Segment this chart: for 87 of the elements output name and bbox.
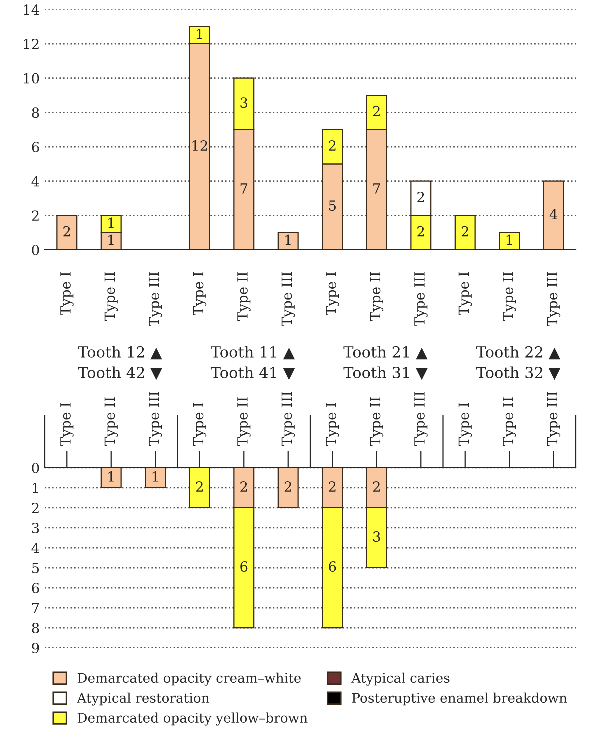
data-label: 1 bbox=[197, 28, 202, 40]
y-tick-label: 4 bbox=[32, 176, 40, 187]
y-tick-label: 5 bbox=[32, 563, 40, 574]
legend-label: Demarcated opacity yellow–brown bbox=[78, 712, 308, 726]
text: Tooth 21 ▲ Tooth 31 ▼ bbox=[344, 346, 428, 380]
x-tick-label: Type I bbox=[326, 403, 340, 446]
bar bbox=[543, 180, 564, 250]
legend-label: Atypical restoration bbox=[77, 692, 210, 706]
data-label: 7 bbox=[374, 184, 380, 194]
data-label: 1 bbox=[108, 218, 114, 228]
y-tick-label: 0 bbox=[32, 462, 40, 474]
y-tick-label: 8 bbox=[32, 622, 40, 634]
y-tick-label: 10 bbox=[24, 73, 40, 84]
data-label: 5 bbox=[329, 200, 336, 212]
y-tick-label: 7 bbox=[32, 603, 40, 614]
bar bbox=[278, 232, 299, 250]
data-label: 1 bbox=[108, 472, 114, 482]
bar bbox=[189, 468, 210, 509]
y-tick-label: 0 bbox=[32, 244, 40, 256]
data-label: 2 bbox=[462, 226, 468, 237]
bar bbox=[278, 468, 299, 509]
x-tick-label: Type I bbox=[60, 272, 74, 316]
x-tick-label: Type II bbox=[238, 398, 251, 446]
y-tick-label: 12 bbox=[24, 38, 39, 50]
data-label: 2 bbox=[240, 482, 248, 492]
bar bbox=[56, 215, 78, 250]
bar bbox=[145, 468, 166, 489]
data-label: 2 bbox=[329, 482, 336, 492]
y-tick-label: 6 bbox=[32, 582, 40, 594]
y-tick-label: 1 bbox=[32, 482, 38, 494]
bar bbox=[454, 215, 476, 250]
x-tick-label: Type III bbox=[149, 392, 162, 446]
legend-label: Atypical caries bbox=[352, 672, 450, 686]
data-label: 2 bbox=[329, 140, 336, 151]
y-tick-label: 2 bbox=[32, 210, 39, 221]
x-tick-label: Type II bbox=[370, 272, 384, 321]
x-tick-label: Type III bbox=[547, 392, 561, 446]
data-label: 2 bbox=[373, 106, 380, 116]
y-tick-label: 2 bbox=[32, 502, 39, 514]
x-tick-label: Type III bbox=[547, 272, 561, 326]
data-label: 3 bbox=[240, 98, 248, 108]
x-tick-label: Type I bbox=[60, 403, 74, 446]
y-tick-label: 8 bbox=[32, 108, 40, 118]
x-tick-label: Type II bbox=[238, 272, 251, 321]
x-tick-label: Type I bbox=[458, 272, 472, 316]
data-label: 1 bbox=[506, 234, 512, 246]
data-label: 6 bbox=[329, 562, 336, 572]
x-tick-label: Type I bbox=[193, 403, 207, 446]
data-label: 2 bbox=[418, 192, 424, 202]
x-tick-label: Type III bbox=[282, 272, 296, 326]
bar bbox=[499, 232, 520, 250]
legend-label: Demarcated opacity cream–white bbox=[78, 672, 302, 686]
data-label: 3 bbox=[374, 532, 380, 542]
text: Tooth 12 ▲ Tooth 42 ▼ bbox=[78, 346, 162, 380]
data-label: 1 bbox=[108, 234, 114, 246]
y-tick-label: 9 bbox=[32, 642, 40, 654]
data-label: 1 bbox=[152, 472, 158, 482]
x-tick-label: Type II bbox=[503, 272, 516, 321]
data-label: 7 bbox=[240, 184, 248, 194]
data-label: 4 bbox=[550, 209, 558, 220]
data-label: 1 bbox=[286, 234, 291, 246]
x-tick-label: Type I bbox=[326, 272, 340, 316]
data-label: 2 bbox=[418, 226, 424, 237]
x-tick-label: Type II bbox=[503, 398, 516, 446]
x-tick-label: Type III bbox=[149, 272, 162, 326]
x-tick-label: Type I bbox=[193, 272, 207, 316]
data-label: 2 bbox=[373, 482, 380, 492]
y-tick-label: 4 bbox=[32, 542, 40, 554]
legend-label: Posteruptive enamel breakdown bbox=[352, 692, 568, 706]
data-label: 2 bbox=[284, 482, 292, 492]
text: Tooth 11 ▲ Tooth 41 ▼ bbox=[210, 346, 296, 380]
x-tick-label: Type II bbox=[104, 272, 118, 321]
bar bbox=[100, 468, 122, 489]
x-tick-label: Type I bbox=[458, 403, 472, 446]
text: Tooth 22 ▲ Tooth 32 ▼ bbox=[476, 346, 561, 380]
y-tick-label: 6 bbox=[32, 142, 40, 152]
x-tick-label: Type III bbox=[282, 392, 296, 446]
data-label: 2 bbox=[64, 226, 70, 237]
x-tick-label: Type II bbox=[104, 398, 118, 446]
y-tick-label: 14 bbox=[24, 4, 40, 15]
data-label: 2 bbox=[196, 482, 203, 492]
data-label: 6 bbox=[240, 562, 248, 572]
x-tick-label: Type III bbox=[414, 392, 428, 446]
x-tick-label: Type II bbox=[370, 398, 384, 446]
y-tick-label: 3 bbox=[32, 522, 40, 534]
data-label: 12 bbox=[192, 140, 208, 151]
x-tick-label: Type III bbox=[414, 272, 428, 326]
